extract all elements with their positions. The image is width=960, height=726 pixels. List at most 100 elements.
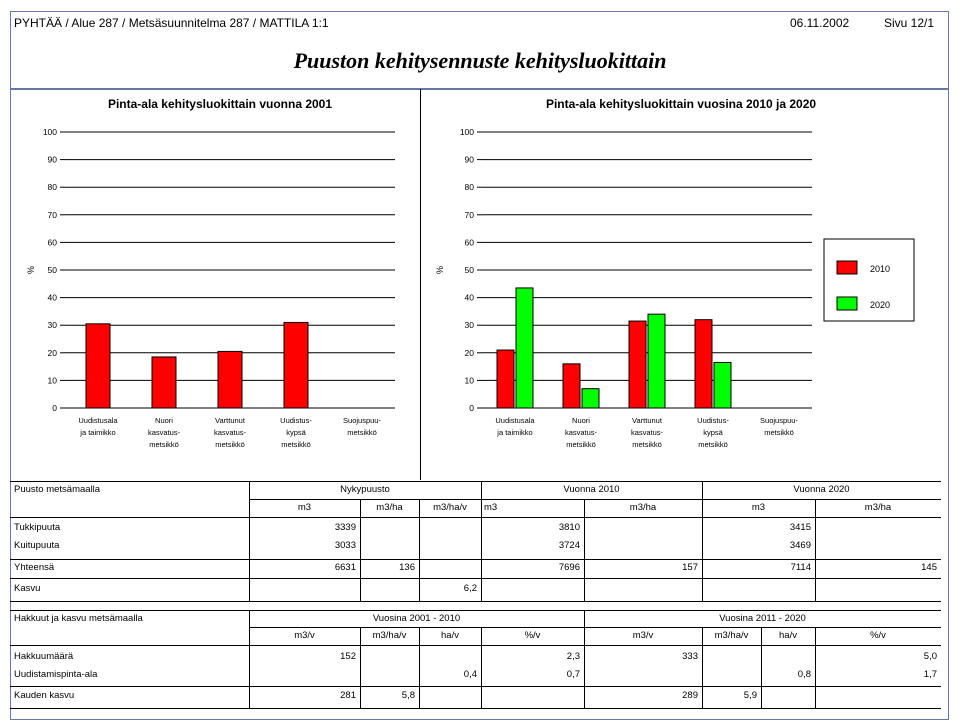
table-cell: 3339 (334, 522, 356, 533)
column-unit-header: m3/ha (864, 502, 892, 513)
table-border (419, 499, 420, 601)
bar (496, 349, 515, 409)
bar (217, 350, 243, 409)
report-date: 06.11.2002 (790, 16, 850, 30)
content-frame (10, 89, 949, 720)
table-border (10, 559, 941, 560)
x-tick-label: ja taimikko (496, 428, 532, 437)
row-label: Kasvu (14, 583, 41, 594)
x-tick-label: kasvatus- (214, 428, 247, 437)
column-group-header: Vuosina 2011 - 2020 (719, 613, 806, 624)
table-border (10, 610, 941, 611)
y-tick-label: 30 (48, 320, 58, 330)
bar (581, 388, 600, 409)
table-cell: 3415 (789, 522, 811, 533)
header-frame (10, 11, 949, 89)
x-tick-label: metsikkö (215, 440, 245, 449)
row-label: Kuitupuuta (14, 540, 60, 551)
row-label: Tukkipuuta (14, 522, 61, 533)
x-tick-label: metsikkö (632, 440, 662, 449)
x-tick-label: Uudistusala (78, 416, 118, 425)
y-axis-label: % (26, 266, 36, 274)
legend-swatch (836, 296, 858, 311)
y-tick-label: 40 (48, 293, 58, 303)
x-tick-label: kasvatus- (631, 428, 664, 437)
table-cell: 5,8 (401, 690, 415, 701)
x-tick-label: Nuori (155, 416, 173, 425)
x-tick-label: Suojuspuu- (343, 416, 381, 425)
table-cell: 3724 (558, 540, 580, 551)
y-tick-label: 10 (465, 375, 475, 385)
table-cell: 0,7 (566, 669, 580, 680)
table-border (761, 627, 762, 708)
table-cell: 2,3 (566, 651, 580, 662)
table-cell: 333 (682, 651, 698, 662)
table-border (10, 708, 941, 709)
column-unit-header: m3/ha/v (433, 502, 467, 513)
table-cell: 3810 (558, 522, 580, 533)
x-tick-label: Varttunut (632, 416, 663, 425)
table-cell: 145 (921, 562, 937, 573)
x-tick-label: metsikkö (566, 440, 596, 449)
bar (694, 319, 713, 409)
table-border (249, 610, 250, 708)
column-unit-header: ha/v (779, 630, 797, 641)
table-cell: 3033 (334, 540, 356, 551)
table-title: Puusto metsämaalla (14, 484, 101, 495)
table-border (419, 627, 420, 708)
table-cell: 157 (682, 562, 698, 573)
column-group-header: Vuonna 2010 (563, 484, 620, 495)
x-tick-label: Varttunut (215, 416, 246, 425)
legend-label: 2010 (870, 264, 890, 274)
table-border (249, 481, 250, 601)
row-label: Kauden kasvu (14, 690, 75, 701)
table-cell: 0,4 (463, 669, 477, 680)
table-border (360, 627, 361, 708)
x-tick-label: Uudistus- (697, 416, 729, 425)
column-unit-header: %/v (870, 630, 886, 641)
y-tick-label: 70 (465, 210, 475, 220)
table-cell: 281 (340, 690, 356, 701)
x-tick-label: ja taimikko (79, 428, 115, 437)
chart-title-2001: Pinta-ala kehitysluokittain vuonna 2001 (107, 97, 333, 111)
bar (151, 356, 177, 409)
bar (647, 313, 666, 409)
legend-swatch (836, 260, 858, 275)
table-hakkuut: Hakkuut ja kasvu metsämaalla Vuosina 2001… (10, 610, 941, 709)
y-tick-label: 90 (465, 155, 475, 165)
table-cell: 152 (340, 651, 356, 662)
table-cell: 1,7 (923, 669, 937, 680)
bar (713, 361, 732, 409)
column-unit-header: m3/ha/v (372, 630, 407, 641)
bar (85, 323, 111, 409)
table-border (815, 627, 816, 708)
table-cell: 136 (399, 562, 415, 573)
y-tick-label: 0 (52, 403, 57, 413)
table-border (10, 481, 941, 482)
x-tick-label: kypsä (703, 428, 723, 437)
column-unit-header: m3 (484, 502, 498, 513)
y-tick-label: 100 (43, 127, 57, 137)
x-tick-label: metsikkö (347, 428, 377, 437)
table-border (815, 499, 816, 601)
y-tick-label: 20 (48, 348, 58, 358)
row-label: Yhteensä (14, 562, 55, 573)
table-puusto: Puusto metsämaalla Nykypuusto Vuonna 2010 V… (10, 481, 941, 602)
x-tick-label: metsikkö (764, 428, 794, 437)
table-border (584, 499, 585, 601)
column-group-header: Vuosina 2001 - 2010 (372, 613, 461, 624)
x-tick-label: metsikkö (281, 440, 311, 449)
y-tick-label: 60 (465, 237, 475, 247)
column-unit-header: m3/ha (376, 502, 403, 513)
legend-label: 2020 (870, 300, 890, 310)
table-border (360, 499, 361, 601)
report-title: Puuston kehitysennuste kehitysluokittain (293, 48, 667, 73)
row-label: Hakkuumäärä (14, 651, 74, 662)
bar (283, 321, 309, 409)
column-unit-header: %/v (524, 630, 541, 641)
y-axis-label: % (435, 266, 445, 274)
table-cell: 0,8 (797, 669, 811, 680)
table-border (702, 481, 703, 601)
x-tick-label: Uudistus- (280, 416, 312, 425)
table-border (10, 601, 941, 602)
